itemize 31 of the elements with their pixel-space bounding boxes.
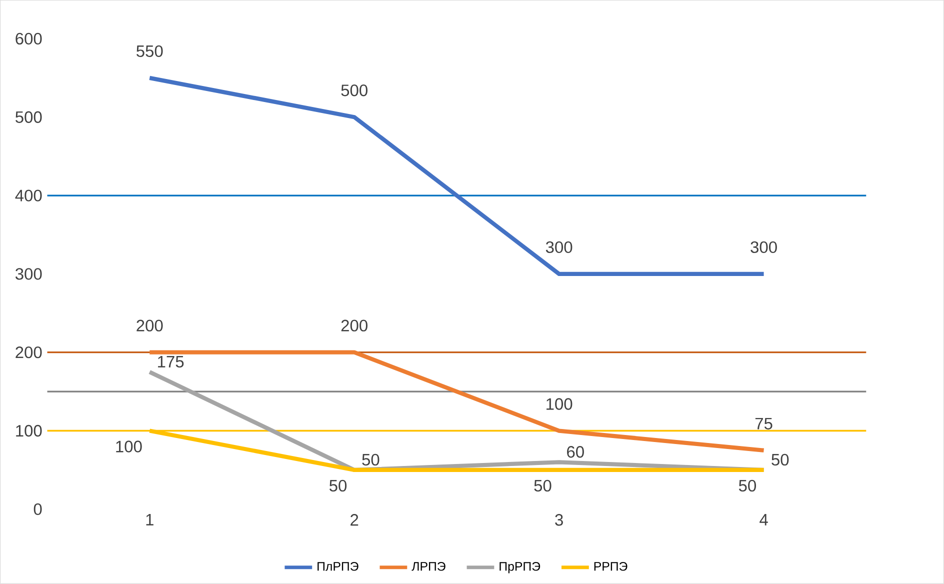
data-label: 50: [534, 480, 552, 492]
data-label: 550: [136, 45, 163, 58]
data-label: 175: [158, 356, 184, 368]
x-tick-label: 1: [146, 514, 154, 526]
data-label: 500: [341, 84, 368, 96]
legend-label: ЛРПЭ: [412, 562, 446, 571]
data-label: 50: [362, 454, 380, 466]
data-label: 50: [772, 454, 789, 466]
data-label: 100: [546, 398, 572, 410]
data-label: 200: [136, 320, 163, 332]
data-label: 300: [750, 241, 777, 254]
y-tick-label: 300: [15, 268, 42, 280]
x-tick-label: 3: [555, 514, 563, 526]
data-label: 50: [738, 480, 756, 492]
data-label: 200: [341, 320, 368, 332]
x-tick-label: 2: [350, 514, 358, 526]
x-tick-label: 4: [760, 514, 768, 526]
legend-label: ПрРПЭ: [500, 562, 540, 574]
data-label: 50: [329, 480, 347, 492]
y-tick-label: 200: [16, 346, 42, 358]
y-tick-label: 100: [16, 425, 42, 437]
y-tick-label: 400: [15, 190, 42, 202]
legend-label: ПлРПЭ: [318, 562, 358, 571]
y-tick-label: 500: [16, 111, 42, 124]
y-tick-label: 600: [16, 32, 42, 45]
data-label: 300: [546, 241, 572, 254]
data-label: 100: [116, 440, 142, 452]
legend-label: РРПЭ: [594, 562, 628, 571]
y-tick-label: 0: [34, 503, 42, 516]
data-label: 75: [755, 418, 772, 430]
data-label: 60: [567, 446, 584, 458]
